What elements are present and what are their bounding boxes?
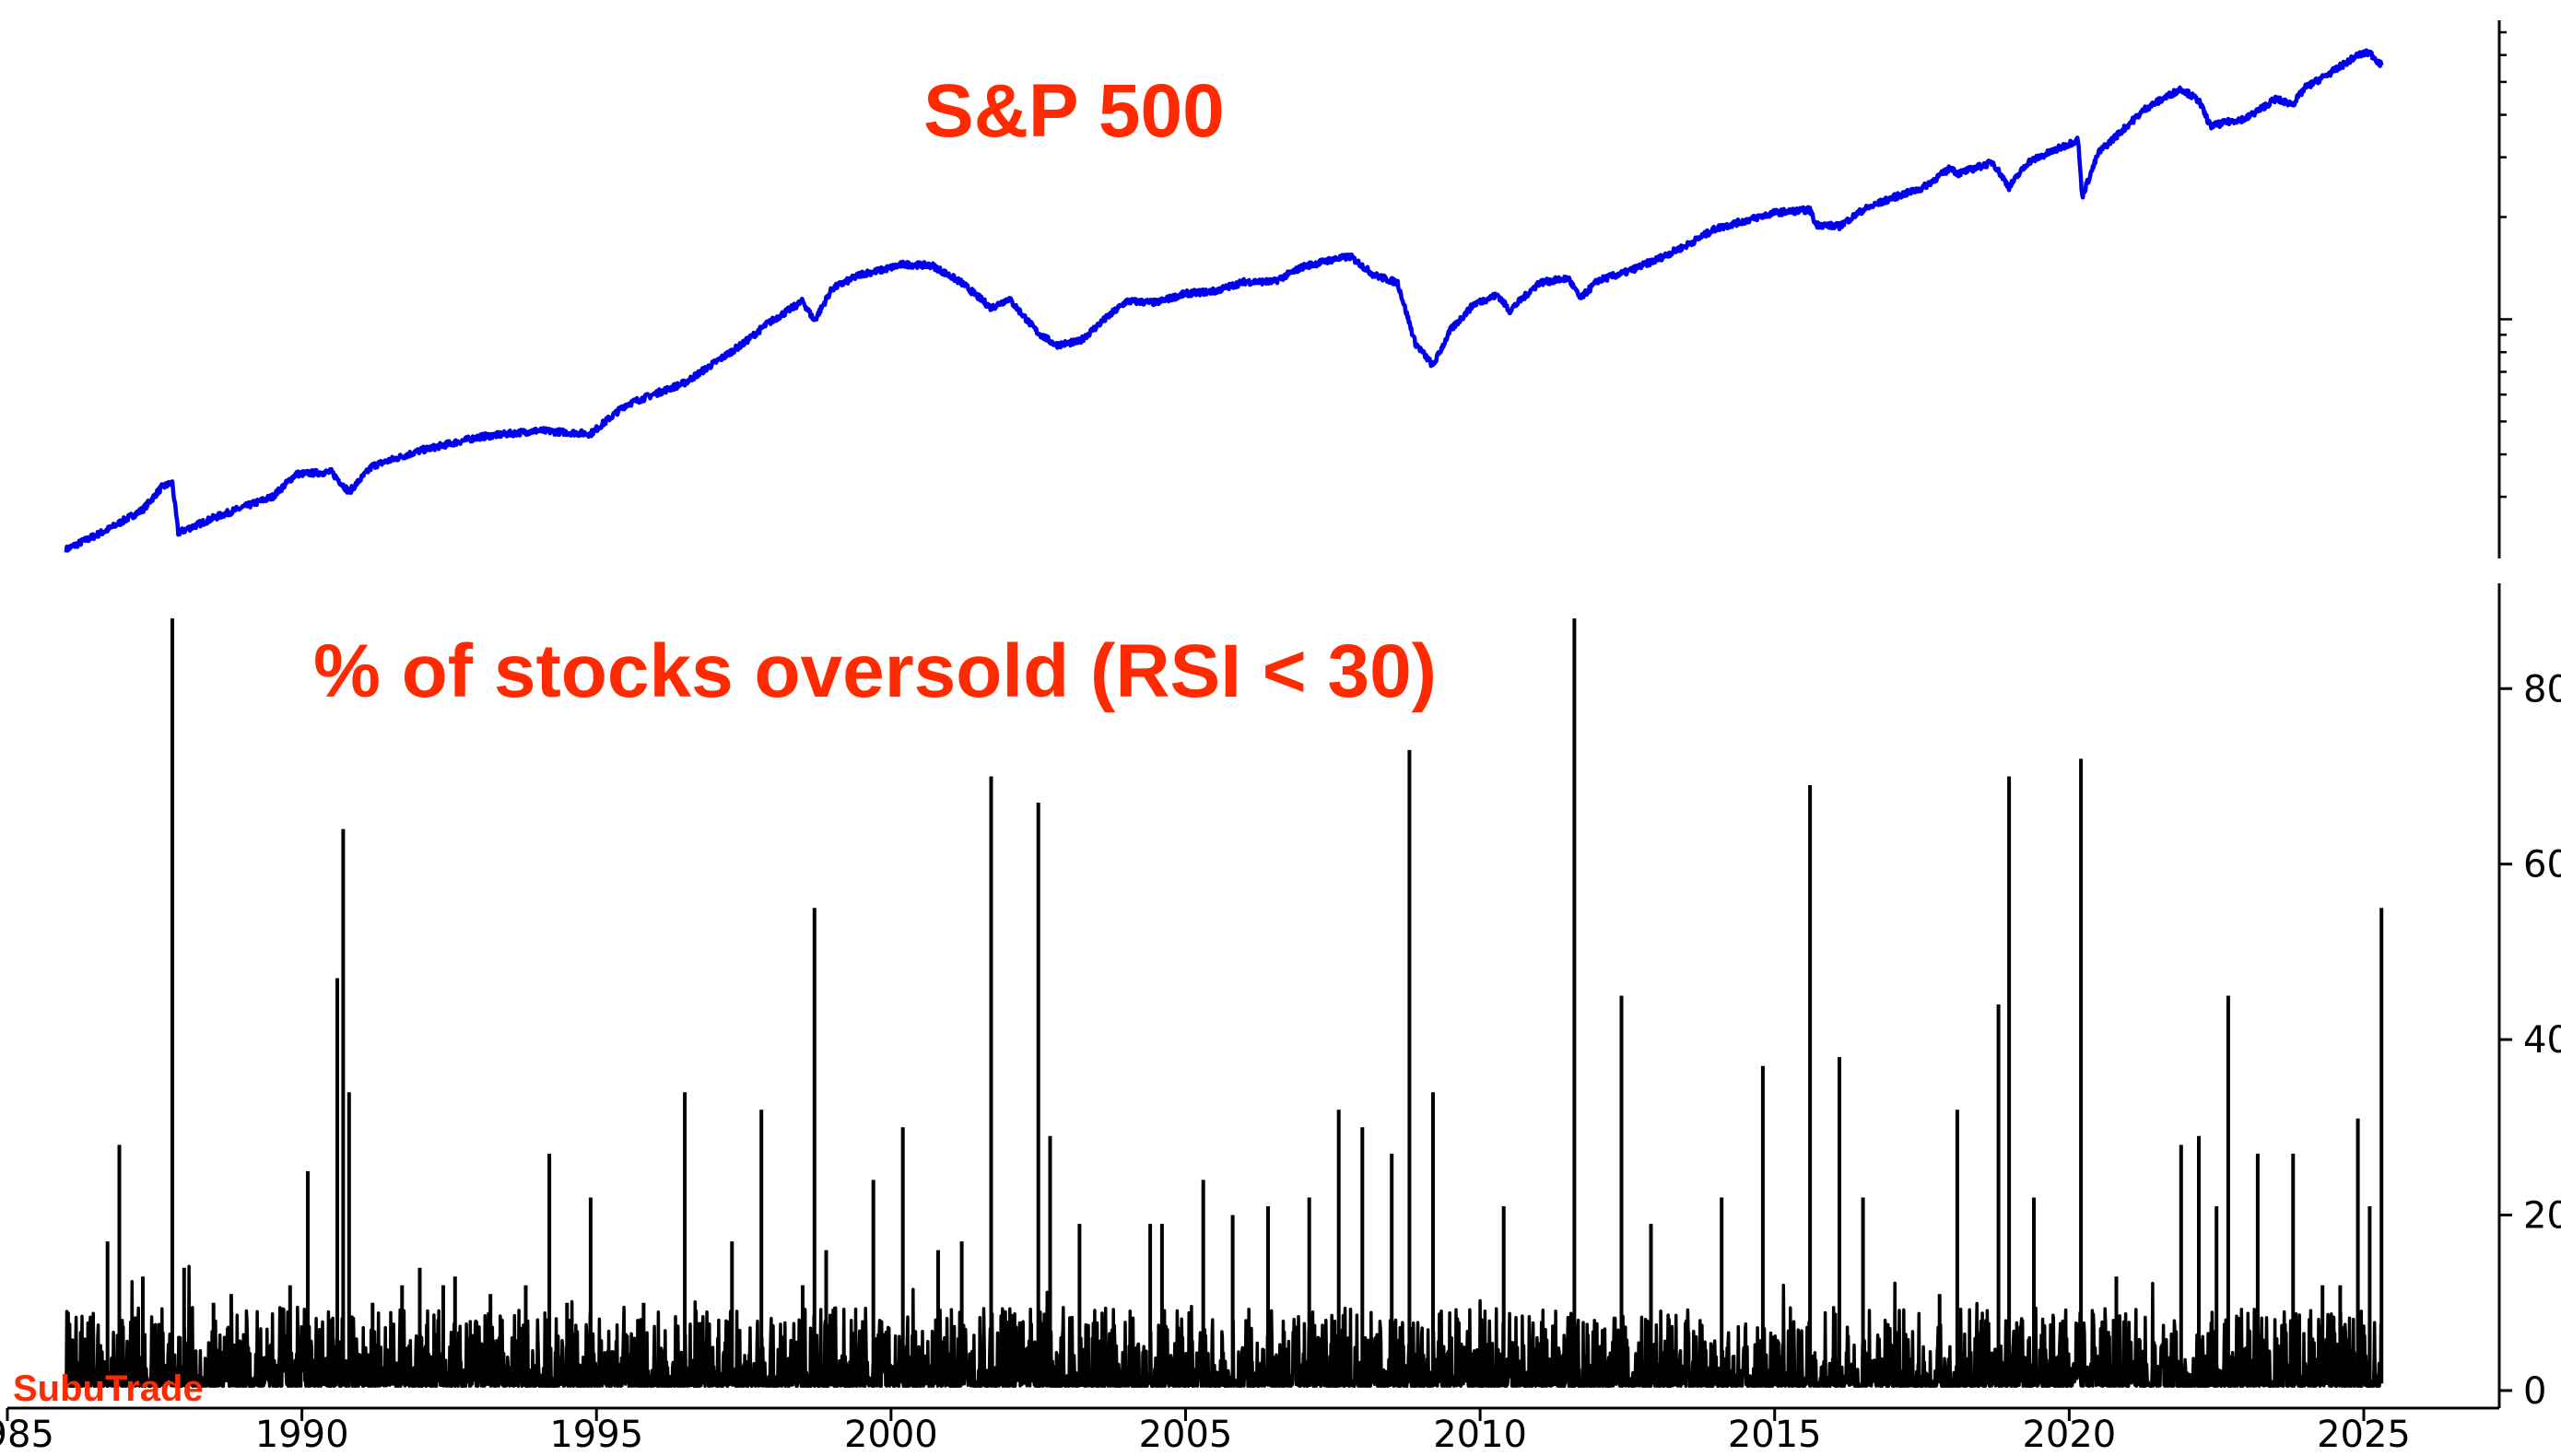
oversold-annotation: % of stocks oversold (RSI < 30) <box>313 629 1437 713</box>
oversold-panel: 0 20 40 60 80 1985 1990 1995 2000 2005 2010 2015 20… <box>0 583 2561 1456</box>
oversold-x-ticks: 1985 1990 1995 2000 2005 2010 2015 2020 2025 <box>0 1408 2411 1456</box>
y-tick-label: 0 <box>2523 1370 2546 1413</box>
oversold-spikes <box>105 618 2384 1384</box>
x-tick-label: 1985 <box>0 1414 54 1456</box>
sp500-series-line <box>64 48 2384 553</box>
sp500-y-ticks <box>2499 30 2512 499</box>
sp500-annotation: S&P 500 <box>923 69 1225 153</box>
x-tick-label: 1990 <box>255 1414 349 1456</box>
x-tick-label: 2015 <box>1728 1414 1822 1456</box>
y-tick-label: 20 <box>2523 1195 2561 1238</box>
sp500-panel: S&P 500 <box>64 20 2512 558</box>
oversold-series-line <box>65 1264 2383 1388</box>
x-tick-label: 2010 <box>1433 1414 1527 1456</box>
x-tick-label: 2025 <box>2317 1414 2411 1456</box>
oversold-y-ticks: 0 20 40 60 80 <box>2499 668 2561 1413</box>
y-tick-label: 40 <box>2523 1019 2561 1062</box>
x-tick-label: 2020 <box>2022 1414 2116 1456</box>
x-tick-label: 2005 <box>1139 1414 1233 1456</box>
x-tick-label: 1995 <box>549 1414 643 1456</box>
x-tick-label: 2000 <box>844 1414 938 1456</box>
watermark: SubuTrade <box>13 1368 204 1409</box>
y-tick-label: 60 <box>2523 844 2561 887</box>
y-tick-label: 80 <box>2523 668 2561 710</box>
